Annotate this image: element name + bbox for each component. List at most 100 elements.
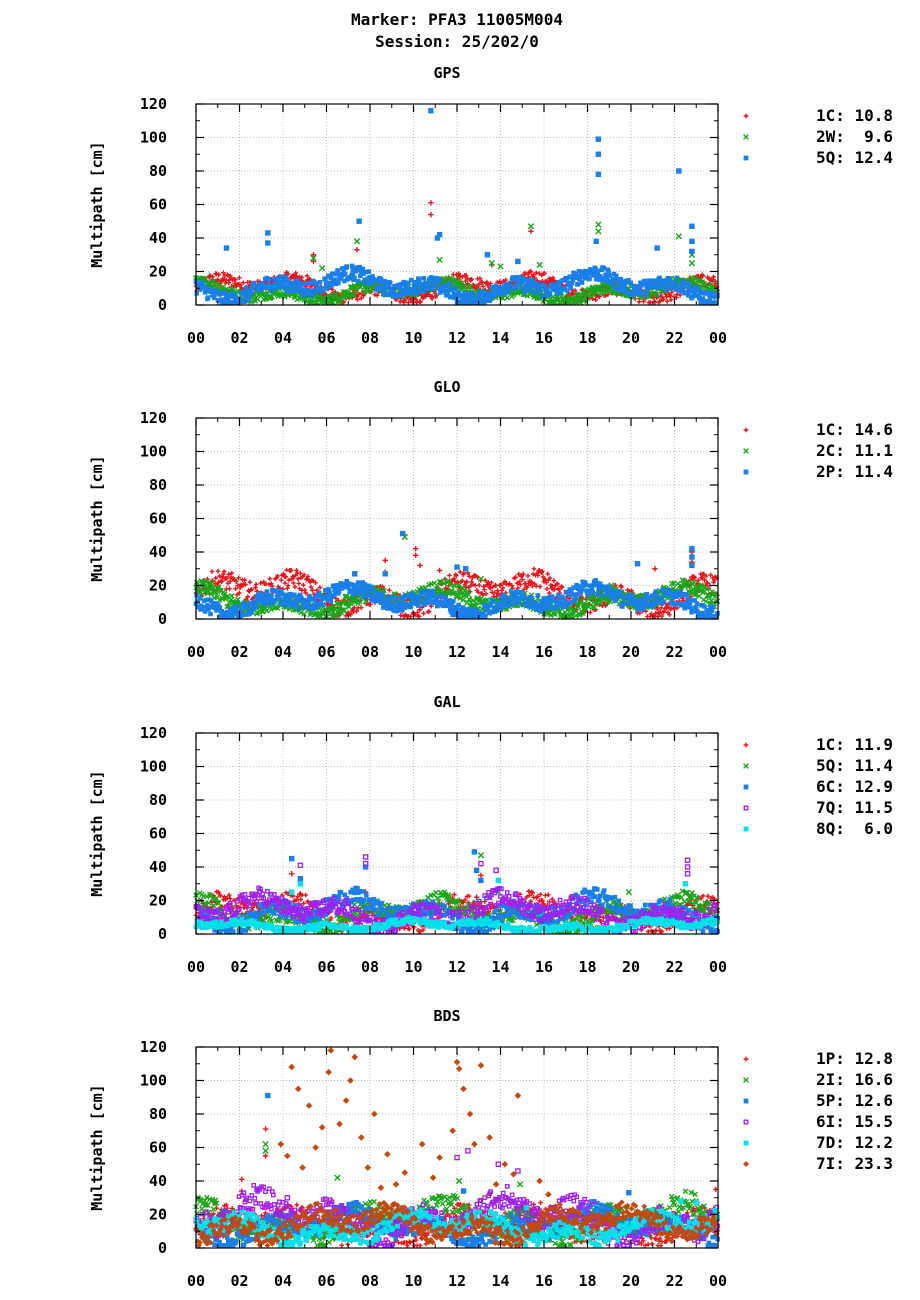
legend-marker-6C [743, 784, 749, 790]
y-axis: 0 20 40 60 80 100 120 [140, 95, 718, 314]
x-tick-label: 22 [665, 329, 683, 347]
y-tick-label: 120 [140, 95, 167, 113]
x-tick-label: 06 [317, 958, 335, 976]
spike-point [466, 1110, 474, 1118]
spike-point [297, 881, 304, 887]
spike-point [510, 1171, 517, 1178]
x-tick-label: 00 [187, 643, 205, 661]
x-tick-label: 12 [448, 958, 466, 976]
spike-point [277, 1140, 285, 1148]
y-tick-label: 40 [149, 543, 167, 561]
legend: 1P: 12.8 2I: 16.6 5P: 12.6 6I: 15.5 7D: 12.2… [743, 1049, 893, 1173]
spike-point [471, 1140, 478, 1148]
spike-point [545, 1191, 552, 1198]
legend-entry-7I: 7I: 23.3 [816, 1154, 893, 1173]
y-tick-label: 60 [149, 1139, 167, 1157]
spike-point [493, 867, 499, 874]
spike-point [684, 864, 691, 870]
spike-point [336, 1120, 343, 1128]
spike-point [625, 888, 633, 896]
legend-entry-5P: 5P: 12.6 [816, 1091, 893, 1110]
spike-point [428, 200, 434, 206]
spike-point [595, 151, 602, 157]
spike-point [477, 1062, 485, 1069]
spike-point [349, 272, 356, 278]
legend: 1C: 10.8 2W: 9.6 5Q: 12.4 [743, 106, 893, 167]
spike-point [392, 1181, 400, 1188]
spike-point [265, 230, 271, 236]
x-tick-label: 00 [187, 1272, 205, 1290]
x-tick-label: 02 [230, 643, 248, 661]
spike-point [689, 545, 695, 552]
x-tick-label: 20 [622, 329, 640, 347]
spike-point [417, 562, 423, 569]
data-points [193, 849, 721, 935]
y-tick-label: 20 [149, 577, 167, 595]
x-tick-label: 04 [274, 958, 292, 976]
spike-point [684, 857, 691, 864]
x-tick-label: 16 [535, 1272, 553, 1290]
spike-point [689, 223, 695, 229]
spike-point [634, 561, 641, 567]
x-tick-label: 04 [274, 643, 292, 661]
marker-title: Marker: PFA3 11005M004 [351, 10, 563, 29]
spike-point [334, 1174, 341, 1181]
spike-point [676, 168, 682, 174]
x-tick-label: 10 [404, 1272, 422, 1290]
spike-point [325, 1068, 332, 1076]
spike-point [501, 1160, 509, 1168]
series-2P [193, 530, 720, 619]
spike-point [436, 1154, 443, 1161]
x-tick-label: 12 [448, 329, 466, 347]
spike-point [418, 1140, 426, 1148]
legend-marker-2I [743, 1077, 749, 1083]
spike-point [455, 1177, 463, 1185]
spike-point [536, 261, 543, 268]
spike-point [497, 263, 504, 270]
spike-point [288, 1063, 295, 1071]
legend-entry-1C: 1C: 10.8 [816, 106, 893, 125]
spike-point [262, 1140, 269, 1148]
legend-marker-5Q [743, 763, 749, 769]
legend-entry-2I: 2I: 16.6 [816, 1070, 893, 1089]
spike-point [514, 1092, 522, 1099]
x-tick-label: 14 [491, 1272, 509, 1290]
legend-marker-5P [743, 1098, 749, 1104]
spike-point [310, 258, 317, 265]
spike-point [515, 1168, 521, 1174]
y-tick-label: 120 [140, 1038, 167, 1056]
spike-point [429, 1174, 437, 1181]
spike-point [342, 1097, 350, 1104]
spike-point [595, 136, 602, 142]
x-tick-label: 00 [187, 329, 205, 347]
y-axis-label: Multipath [cm] [88, 770, 106, 896]
spike-point [688, 259, 696, 267]
spike-point [354, 247, 360, 253]
spike-point [460, 1085, 467, 1093]
legend-entry-7Q: 7Q: 11.5 [816, 798, 893, 817]
series-5Q [193, 108, 720, 305]
panel-title: GPS [433, 64, 460, 82]
spike-point [453, 1058, 461, 1066]
spike-point [347, 1077, 354, 1084]
x-axis: 00 02 04 06 08 10 12 14 16 18 20 22 00 [187, 418, 727, 661]
spike-point [478, 877, 484, 884]
y-tick-label: 80 [149, 1105, 167, 1123]
spike-point [477, 852, 485, 859]
legend-entry-2W: 2W: 9.6 [816, 127, 893, 146]
spike-point [284, 1195, 291, 1201]
spike-point [678, 1198, 684, 1204]
legend-marker-6I [743, 1119, 749, 1125]
x-tick-label: 02 [230, 329, 248, 347]
spike-point [654, 245, 660, 251]
spike-point [297, 876, 304, 882]
spike-point [238, 1176, 245, 1183]
spike-point [412, 552, 419, 559]
spike-point [689, 562, 695, 569]
legend-entry-6C: 6C: 12.9 [816, 777, 893, 796]
legend-entry-8Q: 8Q: 6.0 [816, 819, 893, 838]
x-tick-label: 08 [361, 643, 379, 661]
legend-entry-2P: 2P: 11.4 [816, 462, 893, 481]
